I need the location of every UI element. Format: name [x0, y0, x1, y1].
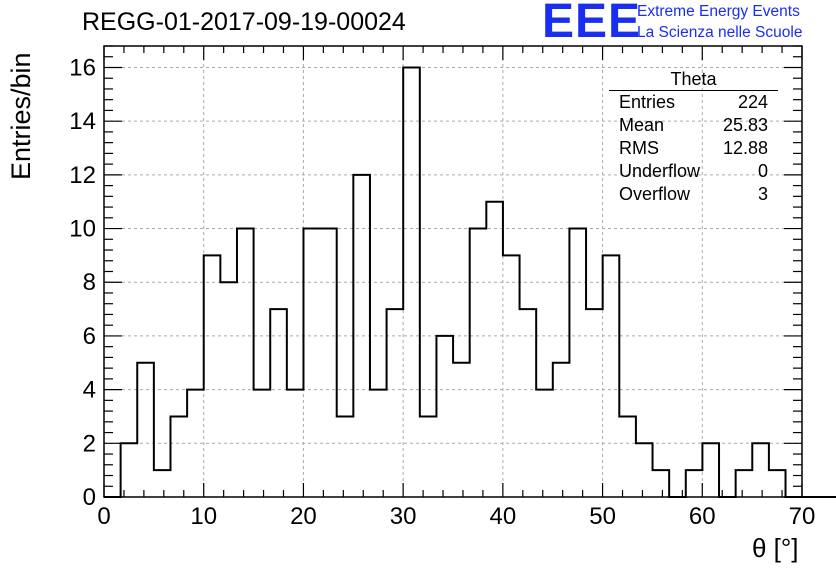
stats-label: RMS	[619, 138, 659, 158]
stats-row-underflow: Underflow 0	[609, 160, 778, 183]
y-tick-label: 6	[83, 323, 96, 350]
stats-label: Overflow	[619, 184, 691, 204]
y-tick-label: 8	[83, 269, 96, 296]
stats-row-entries: Entries 224	[609, 91, 778, 114]
x-tick-label: 10	[190, 503, 217, 530]
x-tick-label: 40	[490, 503, 517, 530]
stats-row-overflow: Overflow 3	[609, 183, 778, 206]
x-tick-label: 30	[390, 503, 417, 530]
x-tick-label: 0	[97, 503, 110, 530]
stats-label: Mean	[619, 115, 665, 135]
eee-logo: EEE	[542, 0, 642, 48]
stats-label: Entries	[619, 92, 676, 112]
histogram-series	[104, 66, 836, 498]
y-tick-label: 10	[69, 216, 96, 243]
stats-row-rms: RMS 12.88	[609, 137, 778, 160]
y-tick-label: 0	[83, 484, 96, 511]
logo-caption-line2: La Scienza nelle Scuole	[637, 24, 803, 41]
x-tick-label: 20	[290, 503, 317, 530]
stats-value: 3	[757, 184, 768, 204]
y-tick-label: 14	[69, 108, 96, 135]
stats-value: 12.88	[722, 138, 768, 158]
y-axis-label: Entries/bin	[6, 52, 36, 180]
stats-title: Theta	[609, 70, 778, 91]
stats-value: 224	[737, 92, 768, 112]
stats-value: 25.83	[722, 115, 768, 135]
stats-row-mean: Mean 25.83	[609, 114, 778, 137]
x-tick-label: 50	[589, 503, 616, 530]
x-tick-label: 70	[789, 503, 816, 530]
y-tick-label: 2	[83, 430, 96, 457]
stats-value: 0	[757, 161, 768, 181]
chart-title: REGG-01-2017-09-19-00024	[82, 8, 406, 36]
y-tick-label: 16	[69, 54, 96, 81]
logo-caption-line1: Extreme Energy Events	[637, 3, 800, 20]
stats-box: Theta Entries 224 Mean 25.83 RMS 12.88 U…	[609, 70, 778, 206]
x-axis-label: θ [°]	[752, 533, 799, 563]
x-tick-label: 60	[689, 503, 716, 530]
y-tick-label: 12	[69, 162, 96, 189]
stats-label: Underflow	[619, 161, 701, 181]
y-tick-label: 4	[83, 377, 96, 404]
